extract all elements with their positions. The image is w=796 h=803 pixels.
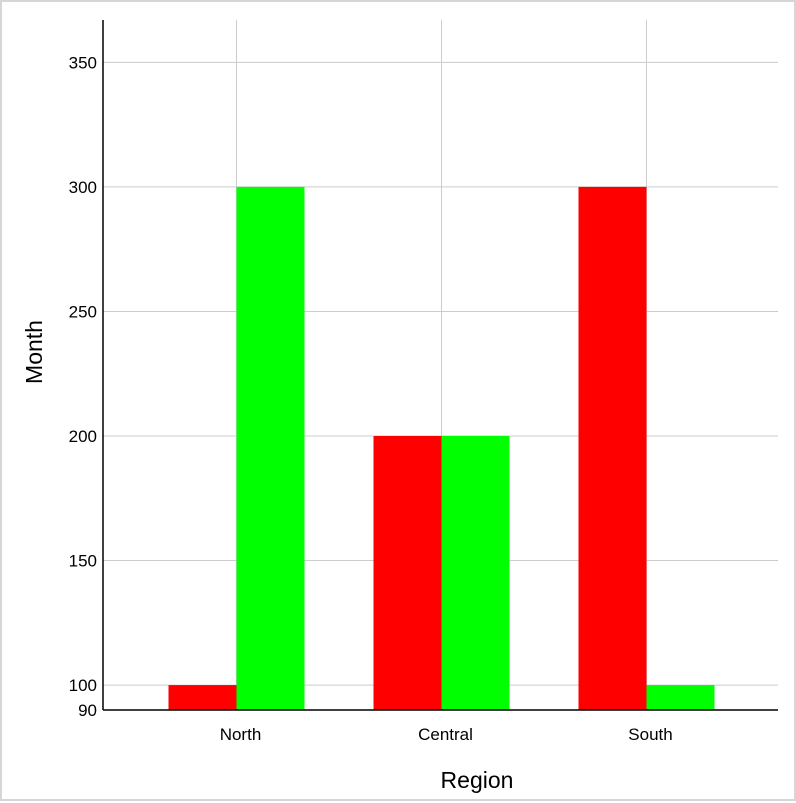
bars-layer <box>168 186 715 710</box>
x-axis-title: Region <box>441 767 514 793</box>
bar-north-series-1 <box>168 685 237 710</box>
y-tick-label: 300 <box>69 178 97 197</box>
y-tick-label: 250 <box>69 302 97 321</box>
bar-south-series-1 <box>578 186 647 710</box>
bar-central-series-2 <box>441 435 510 710</box>
bar-central-series-1 <box>373 435 442 710</box>
y-tick-label: 200 <box>69 427 97 446</box>
bar-south-series-2 <box>646 685 715 710</box>
bar-north-series-2 <box>236 186 305 710</box>
x-tick-label: North <box>220 725 262 744</box>
y-tick-label: 350 <box>69 53 97 72</box>
x-tick-label: South <box>628 725 672 744</box>
axes-layer <box>102 20 778 711</box>
y-tick-label: 90 <box>78 701 97 720</box>
y-tick-label: 150 <box>69 552 97 571</box>
x-tick-label: Central <box>418 725 473 744</box>
y-tick-label: 100 <box>69 676 97 695</box>
labels-layer: 90 100 150 200 250 300 350 North Central South <box>69 53 673 744</box>
y-axis-title: Month <box>21 320 47 384</box>
